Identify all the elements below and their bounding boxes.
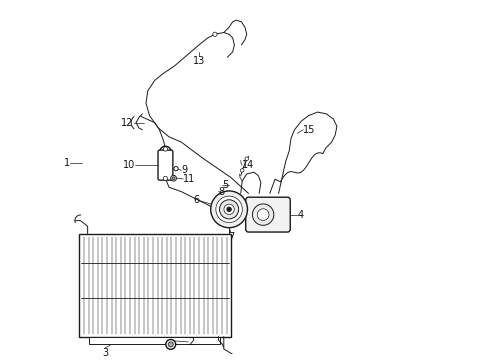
Circle shape [163,176,168,180]
Bar [89,337,220,345]
Circle shape [220,200,239,219]
Text: 8: 8 [219,186,224,197]
Circle shape [172,177,175,180]
Text: 7: 7 [228,232,234,242]
Text: 2: 2 [189,337,195,347]
Circle shape [213,32,217,36]
Text: 3: 3 [102,348,108,358]
Circle shape [227,207,231,212]
Circle shape [163,147,168,151]
Text: 12: 12 [121,118,134,128]
Text: 6: 6 [193,195,199,206]
Circle shape [257,209,269,220]
Circle shape [245,157,248,161]
Circle shape [168,342,173,347]
Circle shape [174,167,178,171]
Circle shape [224,204,234,215]
Circle shape [166,339,176,349]
Text: 4: 4 [298,210,304,220]
Text: 10: 10 [123,160,135,170]
FancyBboxPatch shape [158,150,173,180]
Bar [79,234,231,337]
Text: 9: 9 [181,166,188,175]
Circle shape [171,175,176,181]
Text: 14: 14 [242,160,254,170]
Text: 1: 1 [64,158,70,168]
FancyBboxPatch shape [245,197,290,232]
Text: 13: 13 [193,55,205,66]
Circle shape [211,191,247,228]
Text: 11: 11 [183,174,196,184]
Text: 5: 5 [222,180,228,190]
Circle shape [252,204,274,225]
Text: 15: 15 [303,125,316,135]
Circle shape [216,196,243,222]
Circle shape [241,168,244,172]
